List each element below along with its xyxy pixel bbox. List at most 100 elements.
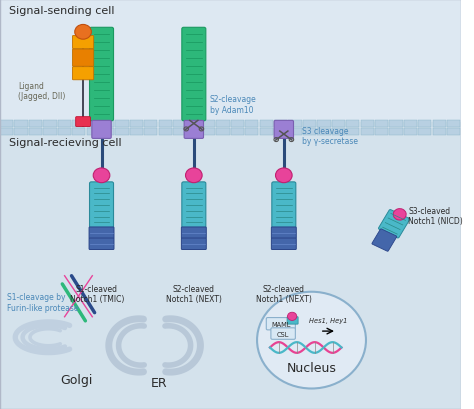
Bar xyxy=(0,121,13,128)
Bar xyxy=(216,121,229,128)
Bar xyxy=(346,121,359,128)
FancyBboxPatch shape xyxy=(182,28,206,121)
Bar xyxy=(188,121,201,128)
Bar xyxy=(361,128,374,135)
Bar xyxy=(144,128,157,135)
FancyBboxPatch shape xyxy=(274,121,293,139)
Bar xyxy=(317,121,330,128)
Text: S2-cleaved
Notch1 (NEXT): S2-cleaved Notch1 (NEXT) xyxy=(256,284,312,303)
Bar xyxy=(144,121,157,128)
FancyBboxPatch shape xyxy=(271,227,296,239)
Bar xyxy=(303,121,316,128)
Text: ER: ER xyxy=(151,376,167,389)
FancyBboxPatch shape xyxy=(184,121,203,139)
Bar xyxy=(43,128,56,135)
Bar xyxy=(447,128,460,135)
Text: S1-cleaved
Notch1 (TMIC): S1-cleaved Notch1 (TMIC) xyxy=(70,284,124,303)
FancyBboxPatch shape xyxy=(89,238,114,250)
Bar xyxy=(332,121,345,128)
Bar xyxy=(404,121,417,128)
Bar xyxy=(389,121,402,128)
Bar xyxy=(14,128,27,135)
Text: S2-cleavage
by Adam10: S2-cleavage by Adam10 xyxy=(210,95,257,115)
Bar xyxy=(0,128,13,135)
Text: Golgi: Golgi xyxy=(60,373,92,387)
FancyBboxPatch shape xyxy=(272,182,296,229)
Circle shape xyxy=(275,169,292,183)
FancyBboxPatch shape xyxy=(182,238,206,250)
Bar xyxy=(173,121,186,128)
Bar xyxy=(245,121,258,128)
Bar xyxy=(58,121,71,128)
Bar xyxy=(115,128,128,135)
Circle shape xyxy=(185,169,202,183)
Text: MAML: MAML xyxy=(271,321,290,327)
Bar xyxy=(29,128,42,135)
Bar xyxy=(433,121,446,128)
Bar xyxy=(87,121,100,128)
Bar xyxy=(375,128,388,135)
Bar xyxy=(231,121,244,128)
Bar xyxy=(289,128,302,135)
Bar xyxy=(188,128,201,135)
Bar xyxy=(216,128,229,135)
FancyBboxPatch shape xyxy=(76,117,91,127)
Circle shape xyxy=(288,312,297,321)
Bar xyxy=(130,128,143,135)
FancyBboxPatch shape xyxy=(73,36,94,49)
Bar xyxy=(14,121,27,128)
Bar xyxy=(317,128,330,135)
Text: Ligand
(Jagged, Dll): Ligand (Jagged, Dll) xyxy=(18,82,66,101)
Bar xyxy=(101,121,114,128)
Text: S1-cleavage by
Furin-like protease: S1-cleavage by Furin-like protease xyxy=(7,292,78,312)
FancyBboxPatch shape xyxy=(266,318,295,330)
Bar xyxy=(375,121,388,128)
FancyBboxPatch shape xyxy=(271,238,296,250)
FancyBboxPatch shape xyxy=(73,67,94,81)
FancyBboxPatch shape xyxy=(73,50,94,67)
FancyBboxPatch shape xyxy=(90,28,114,121)
Bar xyxy=(418,121,431,128)
FancyBboxPatch shape xyxy=(271,328,295,339)
FancyBboxPatch shape xyxy=(92,121,111,139)
Bar xyxy=(260,128,273,135)
Circle shape xyxy=(93,169,110,183)
Bar xyxy=(274,121,287,128)
Bar xyxy=(231,128,244,135)
Bar xyxy=(361,121,374,128)
Bar xyxy=(58,128,71,135)
Text: Hes1, Hey1: Hes1, Hey1 xyxy=(309,317,347,323)
FancyBboxPatch shape xyxy=(287,317,298,324)
Text: S2-cleaved
Notch1 (NEXT): S2-cleaved Notch1 (NEXT) xyxy=(166,284,222,303)
Bar xyxy=(389,128,402,135)
FancyBboxPatch shape xyxy=(89,227,114,239)
Bar xyxy=(130,121,143,128)
Bar xyxy=(332,128,345,135)
Bar xyxy=(202,121,215,128)
Text: S3 cleavage
by γ-secretase: S3 cleavage by γ-secretase xyxy=(302,127,358,146)
Text: CSL: CSL xyxy=(277,331,289,337)
Bar xyxy=(447,121,460,128)
Bar xyxy=(289,121,302,128)
Bar xyxy=(101,128,114,135)
Bar xyxy=(173,128,186,135)
FancyBboxPatch shape xyxy=(90,182,114,229)
Bar xyxy=(274,128,287,135)
Circle shape xyxy=(75,25,91,40)
FancyBboxPatch shape xyxy=(372,229,397,252)
Bar xyxy=(418,128,431,135)
Text: Nucleus: Nucleus xyxy=(287,362,337,375)
Bar xyxy=(72,128,85,135)
Bar xyxy=(346,128,359,135)
Text: Signal-recieving cell: Signal-recieving cell xyxy=(9,137,122,147)
Circle shape xyxy=(257,292,366,389)
Bar xyxy=(159,128,172,135)
Bar xyxy=(115,121,128,128)
Bar xyxy=(202,128,215,135)
Bar xyxy=(404,128,417,135)
Text: S3-cleaved
Notch1 (NICD): S3-cleaved Notch1 (NICD) xyxy=(409,207,463,226)
Bar xyxy=(260,121,273,128)
Circle shape xyxy=(393,209,406,220)
Bar xyxy=(0,0,462,123)
Bar xyxy=(159,121,172,128)
